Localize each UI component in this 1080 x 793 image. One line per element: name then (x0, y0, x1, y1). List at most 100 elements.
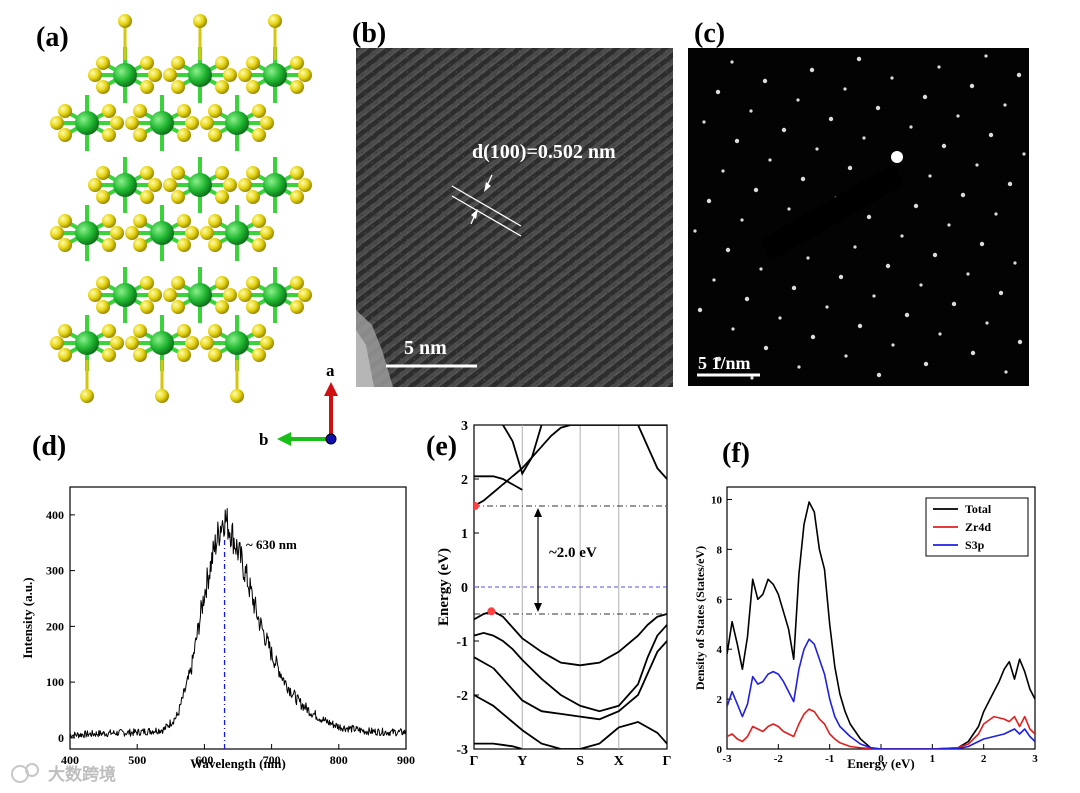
chalcogen-atom (163, 288, 177, 302)
vbm-point (487, 607, 496, 616)
chalcogen-atom (96, 56, 110, 70)
diffraction-spot (753, 187, 759, 193)
chalcogen-atom (140, 166, 154, 180)
diffraction-spot (951, 301, 957, 307)
axis-triad: a b (259, 361, 338, 449)
chalcogen-atom (58, 214, 72, 228)
y-tick-label: 0 (58, 731, 64, 745)
diffraction-spot (862, 136, 866, 140)
y-tick-label: 1 (461, 527, 468, 542)
diffraction-spot (693, 229, 697, 233)
chalcogen-atom (96, 166, 110, 180)
chalcogen-atom (171, 166, 185, 180)
diffraction-spot (796, 98, 800, 102)
dos-s3p (727, 638, 1035, 749)
diffraction-spot (960, 192, 966, 198)
chalcogen-atom (290, 276, 304, 290)
diffraction-spot (809, 67, 815, 73)
chalcogen-atom (58, 104, 72, 118)
diffraction-spot (715, 89, 721, 95)
axis-b-label: b (259, 430, 268, 449)
diffraction-spot (702, 120, 706, 124)
hrtem-image (356, 48, 673, 387)
diffraction-spot (716, 356, 722, 362)
f-xlabel: Energy (eV) (847, 756, 915, 771)
chalcogen-atom (88, 178, 102, 192)
diffraction-spot (938, 332, 942, 336)
chalcogen-atom (102, 104, 116, 118)
chalcogen-atom (96, 276, 110, 290)
metal-atom (188, 283, 212, 307)
legend-label: S3p (965, 538, 985, 552)
chalcogen-atom (96, 300, 110, 314)
chalcogen-atom (260, 226, 274, 240)
diffraction-spot (781, 127, 787, 133)
diffraction-spot (994, 212, 998, 216)
metal-atom (263, 63, 287, 87)
chalcogen-atom (58, 324, 72, 338)
diffraction-spot (875, 105, 881, 111)
diffraction-spot (1022, 152, 1026, 156)
panel-a: (a) a b (36, 14, 338, 449)
chalcogen-atom (246, 80, 260, 94)
panel-e-label: (e) (426, 431, 457, 462)
panel-f: (f) -3 -2 -1 0 1 2 3 0 2 4 6 8 10 Total Zr4d S3p Energ… (693, 438, 1038, 771)
x-tick-label: 700 (263, 753, 281, 767)
chalcogen-atom (110, 116, 124, 130)
legend-label: Total (965, 502, 992, 516)
diffraction-spot (730, 60, 734, 64)
band-line (637, 425, 667, 480)
panel-b: (b) d(100)=0.502 nm 5 nm (352, 18, 673, 387)
chalcogen-atom (58, 128, 72, 142)
hrtem-scale-label: 5 nm (404, 337, 447, 359)
y-tick-label: 0 (461, 581, 468, 596)
band-line (474, 640, 667, 721)
diffraction-spot (1003, 103, 1007, 107)
chalcogen-atom (133, 104, 147, 118)
chalcogen-atom (171, 80, 185, 94)
metal-atom (150, 111, 174, 135)
dos-legend: Total Zr4d S3p (925, 497, 1029, 557)
diffraction-spot (885, 263, 891, 269)
chalcogen-atom (133, 214, 147, 228)
metal-atom (188, 63, 212, 87)
e-ylabel: Energy (eV) (436, 548, 452, 626)
y-tick-label: -1 (456, 635, 468, 650)
chalcogen-atom (102, 348, 116, 362)
band-line (474, 624, 667, 713)
y-tick-label: 4 (717, 644, 723, 656)
diffraction-spot (768, 158, 772, 162)
chalcogen-atom (133, 238, 147, 252)
chalcogen-atom (125, 336, 139, 350)
diffraction-spot (923, 361, 929, 367)
y-tick-label: 400 (46, 508, 64, 522)
diffraction-spot (759, 267, 763, 271)
diffraction-spot (970, 350, 976, 356)
chalcogen-atom (223, 178, 237, 192)
chalcogen-atom (185, 336, 199, 350)
chalcogen-atom (171, 190, 185, 204)
chalcogen-atom (298, 178, 312, 192)
y-tick-label: -2 (456, 689, 468, 704)
chalcogen-atom (58, 238, 72, 252)
chalcogen-atom (125, 116, 139, 130)
diffraction-spot (876, 372, 882, 378)
x-tick-label: -1 (825, 753, 834, 765)
chalcogen-atom (185, 116, 199, 130)
kpoint-label: Γ (470, 754, 479, 769)
x-tick-label: 0 (878, 753, 884, 765)
chalcogen-atom (200, 116, 214, 130)
metal-atom (263, 283, 287, 307)
chalcogen-atom (298, 288, 312, 302)
band-line (474, 610, 667, 667)
chalcogen-atom (185, 226, 199, 240)
chalcogen-atom (215, 56, 229, 70)
y-tick-label: 300 (46, 564, 64, 578)
chalcogen-atom (208, 128, 222, 142)
y-tick-label: 100 (46, 675, 64, 689)
diffraction-spot (844, 354, 848, 358)
metal-atom (188, 173, 212, 197)
cbm-point (474, 502, 479, 510)
panel-f-label: (f) (722, 438, 750, 469)
diffraction-spot (988, 132, 994, 138)
